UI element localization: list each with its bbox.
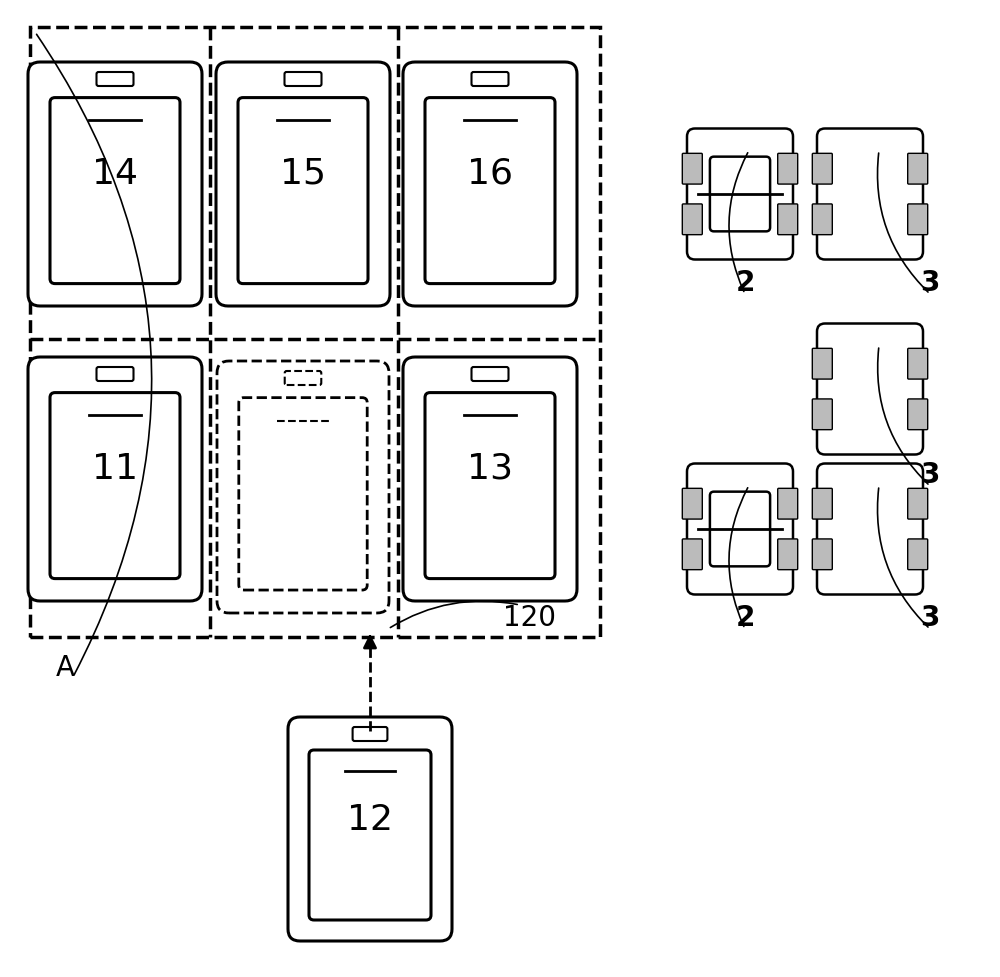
FancyBboxPatch shape <box>812 349 832 380</box>
FancyBboxPatch shape <box>817 464 923 595</box>
Text: A: A <box>56 654 75 681</box>
FancyBboxPatch shape <box>908 539 928 571</box>
FancyBboxPatch shape <box>403 63 577 307</box>
Text: 3: 3 <box>920 269 940 297</box>
FancyBboxPatch shape <box>778 154 798 185</box>
FancyBboxPatch shape <box>812 539 832 571</box>
FancyBboxPatch shape <box>817 324 923 455</box>
FancyBboxPatch shape <box>288 717 452 941</box>
FancyBboxPatch shape <box>812 488 832 520</box>
FancyBboxPatch shape <box>687 464 793 595</box>
FancyBboxPatch shape <box>778 488 798 520</box>
FancyBboxPatch shape <box>28 63 202 307</box>
Text: 3: 3 <box>920 604 940 631</box>
FancyBboxPatch shape <box>682 205 702 235</box>
FancyBboxPatch shape <box>710 157 770 233</box>
FancyBboxPatch shape <box>285 73 322 87</box>
FancyBboxPatch shape <box>239 399 367 590</box>
FancyBboxPatch shape <box>682 154 702 185</box>
Text: 11: 11 <box>92 451 138 486</box>
FancyBboxPatch shape <box>908 154 928 185</box>
FancyBboxPatch shape <box>472 367 509 382</box>
FancyBboxPatch shape <box>908 488 928 520</box>
FancyBboxPatch shape <box>216 63 390 307</box>
FancyBboxPatch shape <box>97 367 134 382</box>
FancyBboxPatch shape <box>425 99 555 284</box>
FancyBboxPatch shape <box>50 393 180 579</box>
Text: 13: 13 <box>467 451 513 486</box>
Text: 3: 3 <box>920 460 940 488</box>
FancyBboxPatch shape <box>425 393 555 579</box>
FancyBboxPatch shape <box>682 539 702 571</box>
Text: 12: 12 <box>347 802 393 836</box>
FancyBboxPatch shape <box>353 727 387 742</box>
FancyBboxPatch shape <box>687 129 793 260</box>
FancyBboxPatch shape <box>403 358 577 602</box>
FancyBboxPatch shape <box>97 73 134 87</box>
Bar <box>30 28 600 637</box>
Text: 2: 2 <box>735 604 755 631</box>
FancyBboxPatch shape <box>238 99 368 284</box>
FancyBboxPatch shape <box>778 205 798 235</box>
FancyBboxPatch shape <box>472 73 509 87</box>
FancyBboxPatch shape <box>908 400 928 430</box>
FancyBboxPatch shape <box>778 539 798 571</box>
FancyBboxPatch shape <box>50 99 180 284</box>
FancyBboxPatch shape <box>682 488 702 520</box>
FancyBboxPatch shape <box>817 129 923 260</box>
FancyBboxPatch shape <box>710 492 770 567</box>
Text: 120: 120 <box>504 604 556 631</box>
FancyBboxPatch shape <box>28 358 202 602</box>
FancyBboxPatch shape <box>309 750 431 920</box>
FancyBboxPatch shape <box>812 400 832 430</box>
FancyBboxPatch shape <box>908 205 928 235</box>
Text: 15: 15 <box>280 157 326 191</box>
FancyBboxPatch shape <box>217 361 389 614</box>
Text: 16: 16 <box>467 157 513 191</box>
FancyBboxPatch shape <box>908 349 928 380</box>
Text: 2: 2 <box>735 269 755 297</box>
FancyBboxPatch shape <box>812 154 832 185</box>
FancyBboxPatch shape <box>812 205 832 235</box>
Text: 14: 14 <box>92 157 138 191</box>
FancyBboxPatch shape <box>285 371 321 386</box>
